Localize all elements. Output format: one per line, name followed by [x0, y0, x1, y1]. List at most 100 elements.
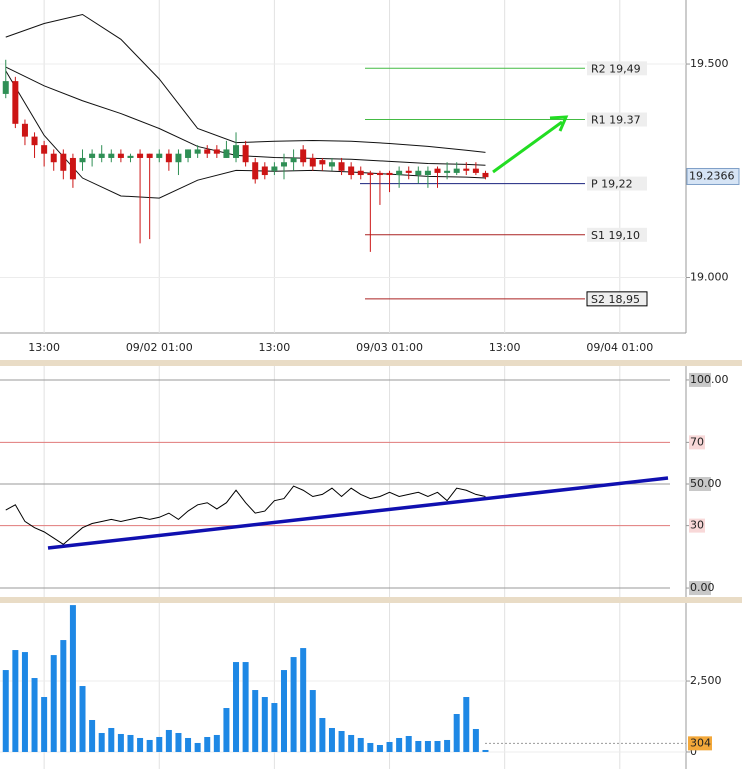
candle-body — [146, 153, 153, 158]
candle-body — [223, 149, 230, 158]
marks — [2, 13, 686, 752]
volume-bar — [223, 708, 230, 752]
candle-body — [348, 166, 355, 176]
y-tick-label: 0.00 — [690, 581, 715, 594]
pivot-label-box — [587, 112, 647, 127]
current-price: 19.2366 — [689, 169, 735, 182]
candle-body — [424, 170, 431, 176]
y-tick-label: 100.00 — [690, 373, 729, 386]
volume-bar — [482, 749, 489, 752]
labels: 13:00 09/02 01:00 13:00 09/03 01:00 13:00 09/… — [28, 57, 740, 758]
candle-body — [242, 145, 249, 163]
volume-bar — [156, 736, 163, 752]
volume-bar — [328, 727, 335, 752]
candle-body — [252, 162, 259, 180]
panel-separator — [0, 597, 742, 603]
volume-bar — [79, 686, 86, 752]
panel-separator — [0, 360, 742, 366]
volume-bar — [194, 742, 201, 752]
candle-body — [89, 153, 96, 158]
y-tick-label-box — [689, 518, 705, 533]
grid — [0, 0, 690, 769]
current-volume: 304 — [690, 736, 711, 749]
candle-body — [156, 153, 163, 158]
candle-body — [482, 172, 489, 178]
volume-bar — [233, 662, 240, 752]
candle-body — [405, 170, 412, 173]
candle-body — [185, 149, 192, 158]
volume-bar — [376, 744, 383, 752]
x-tick-label: 13:00 — [489, 341, 521, 354]
candle-body — [309, 157, 316, 167]
volume-bar — [117, 733, 124, 752]
candle-body — [300, 149, 307, 163]
candle-body — [41, 145, 48, 154]
pivot-label-box — [586, 291, 648, 307]
rsi-line — [5, 485, 486, 545]
volume-bar — [185, 737, 192, 752]
pivot-label: P 19,22 — [591, 178, 633, 191]
candle-body — [79, 157, 86, 163]
candle-body — [472, 168, 479, 173]
volume-bar — [444, 739, 451, 752]
x-tick-label: 13:00 — [259, 341, 291, 354]
y-tick-label-box — [689, 581, 711, 596]
y-tick-label: 30 — [690, 519, 704, 532]
candle-body — [386, 172, 393, 176]
candle-body — [233, 145, 240, 158]
volume-bar — [453, 714, 460, 752]
volume-bar — [242, 662, 249, 752]
volume-bar — [280, 670, 287, 752]
y-tick-label: 19.000 — [690, 271, 729, 284]
y-tick-label-box — [689, 476, 711, 491]
candle-body — [434, 168, 441, 173]
candle-body — [271, 166, 278, 171]
volume-bar — [271, 703, 278, 752]
volume-bar — [338, 731, 345, 752]
volume-bar — [405, 735, 412, 752]
volume-bar — [261, 697, 268, 752]
candle-body — [376, 172, 383, 176]
pivot-label-box — [587, 61, 647, 76]
volume-bar — [434, 740, 441, 752]
volume-bar — [146, 739, 153, 752]
candle-body — [338, 162, 345, 171]
candle-body — [415, 170, 422, 176]
volume-bar — [300, 648, 307, 752]
volume-bar — [89, 719, 96, 752]
volume-bar — [60, 640, 67, 752]
pivot-label: S2 18,95 — [591, 293, 640, 306]
candle-body — [444, 170, 451, 173]
candle-body — [261, 166, 268, 176]
candle-body — [69, 157, 76, 180]
candle-body — [290, 157, 297, 163]
candle-body — [108, 153, 115, 158]
y-tick-label: 19.500 — [690, 57, 729, 70]
candle-body — [137, 153, 144, 158]
volume-bar — [367, 742, 374, 752]
candle-body — [280, 162, 287, 167]
volume-bar — [165, 729, 172, 752]
candle-body — [117, 153, 124, 158]
candle-body — [2, 81, 9, 94]
y-tick-label: 70 — [690, 435, 704, 448]
volume-bar — [204, 736, 211, 752]
pivot-label-box — [587, 227, 647, 242]
volume-bar — [21, 652, 28, 752]
volume-bar — [127, 734, 134, 752]
y-tick-label: 0 — [690, 745, 697, 758]
volume-bar — [50, 655, 57, 752]
volume-bar — [31, 678, 38, 752]
candle-body — [213, 149, 220, 154]
volume-bar — [137, 737, 144, 752]
y-tick-label-box — [689, 435, 705, 450]
x-tick-label: 09/03 01:00 — [356, 341, 423, 354]
y-tick-label: 50.00 — [690, 477, 722, 490]
volume-bar — [415, 740, 422, 752]
bollinger-upper — [5, 13, 486, 153]
pivot-label: R2 19,49 — [591, 62, 641, 75]
candle-body — [21, 123, 28, 137]
pivot-label: R1 19.37 — [591, 114, 641, 127]
volume-bar — [252, 690, 259, 752]
